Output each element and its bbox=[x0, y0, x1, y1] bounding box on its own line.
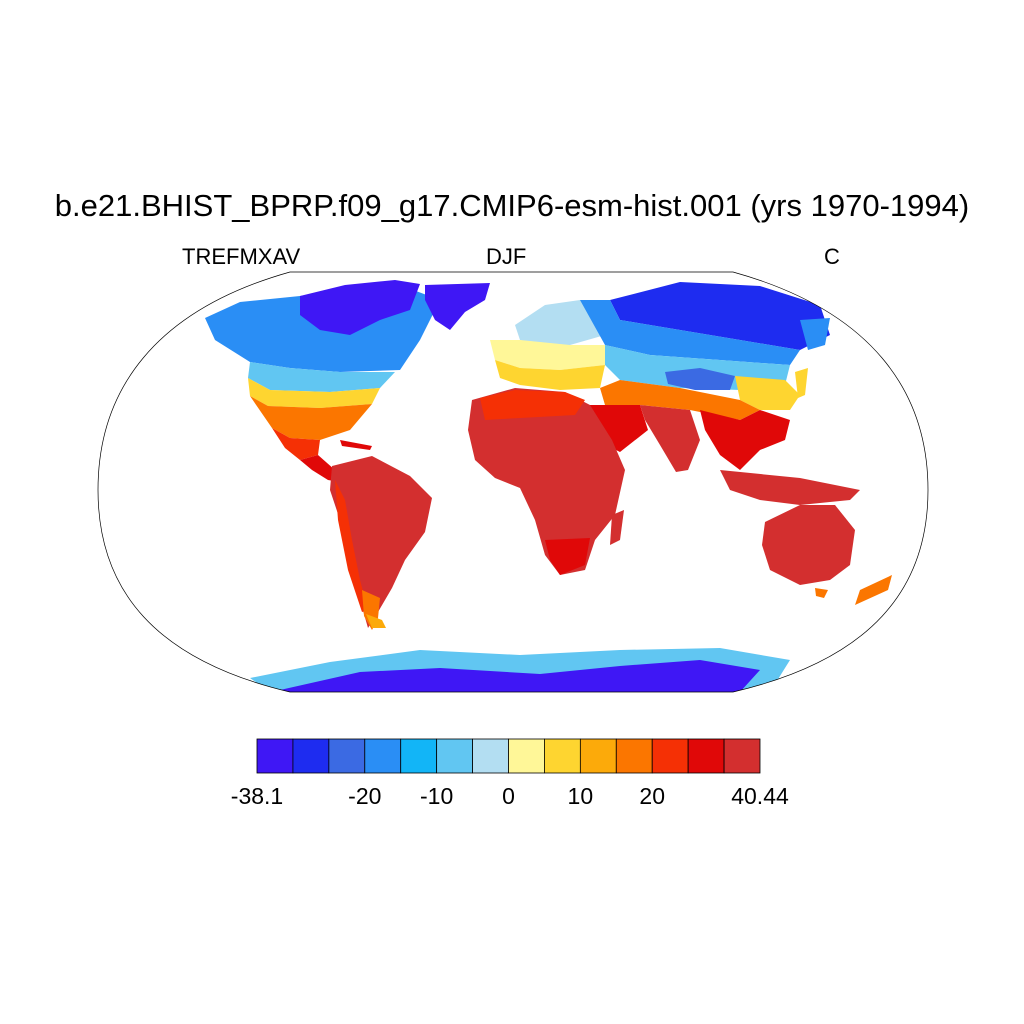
season-label: DJF bbox=[486, 244, 527, 269]
colorbar-tick-label: 20 bbox=[639, 783, 665, 809]
colorbar-swatch bbox=[615, 738, 653, 774]
usa-north bbox=[248, 378, 380, 408]
siberia bbox=[610, 282, 830, 350]
colorbar bbox=[256, 738, 761, 774]
tibet bbox=[665, 368, 735, 390]
new-zealand bbox=[855, 575, 892, 605]
colorbar-tick-label: 0 bbox=[502, 783, 515, 809]
map-field bbox=[205, 280, 892, 692]
mexico bbox=[272, 428, 320, 460]
colorbar-tick-label: -20 bbox=[348, 783, 382, 809]
colorbar-swatch bbox=[292, 738, 330, 774]
colorbar-tick-label: -38.1 bbox=[230, 783, 284, 809]
arctic-canada bbox=[300, 280, 420, 335]
colorbar-swatch bbox=[508, 738, 545, 774]
tierra-del-fuego bbox=[366, 614, 386, 628]
kamchatka bbox=[800, 318, 830, 350]
europe-south bbox=[495, 360, 605, 390]
colorbar-tick-label: 40.44 bbox=[731, 783, 789, 809]
greenland bbox=[425, 283, 490, 330]
indonesia bbox=[720, 470, 860, 505]
colorbar-tick-label: -10 bbox=[420, 783, 454, 809]
colorbar-swatch bbox=[328, 738, 366, 774]
east-asia bbox=[735, 376, 800, 410]
usa-south bbox=[250, 396, 372, 440]
variable-label: TREFMXAV bbox=[182, 244, 301, 269]
plot-title: b.e21.BHIST_BPRP.f09_g17.CMIP6-esm-hist.… bbox=[54, 188, 970, 223]
southern-africa bbox=[545, 538, 590, 575]
tasmania bbox=[815, 588, 828, 598]
colorbar-swatch bbox=[579, 738, 617, 774]
caribbean bbox=[340, 440, 372, 450]
russia-west bbox=[580, 300, 800, 365]
colorbar-swatch bbox=[436, 738, 473, 774]
colorbar-swatch bbox=[687, 738, 725, 774]
europe-central bbox=[490, 340, 610, 370]
central-america bbox=[300, 455, 340, 482]
colorbar-swatch bbox=[400, 738, 438, 774]
colorbar-tick-label: 10 bbox=[567, 783, 594, 809]
antarctica-interior bbox=[280, 660, 760, 692]
india bbox=[640, 405, 700, 472]
colorbar-swatch bbox=[364, 738, 402, 774]
map-boundary bbox=[97, 271, 929, 693]
units-label: C bbox=[824, 244, 840, 269]
madagascar bbox=[610, 510, 624, 545]
africa bbox=[468, 388, 625, 575]
southeast-asia bbox=[700, 410, 790, 470]
colorbar-swatch bbox=[723, 738, 761, 774]
andes bbox=[335, 480, 368, 612]
canada-belt bbox=[248, 362, 395, 392]
colorbar-swatch bbox=[472, 738, 509, 774]
middle-east-belt bbox=[600, 380, 760, 420]
north-africa bbox=[480, 390, 585, 420]
australia bbox=[762, 505, 855, 585]
colorbar-swatch bbox=[256, 738, 294, 774]
south-america bbox=[330, 456, 432, 628]
japan bbox=[795, 368, 808, 398]
colorbar-swatch bbox=[651, 738, 689, 774]
colorbar-swatch bbox=[544, 738, 581, 774]
